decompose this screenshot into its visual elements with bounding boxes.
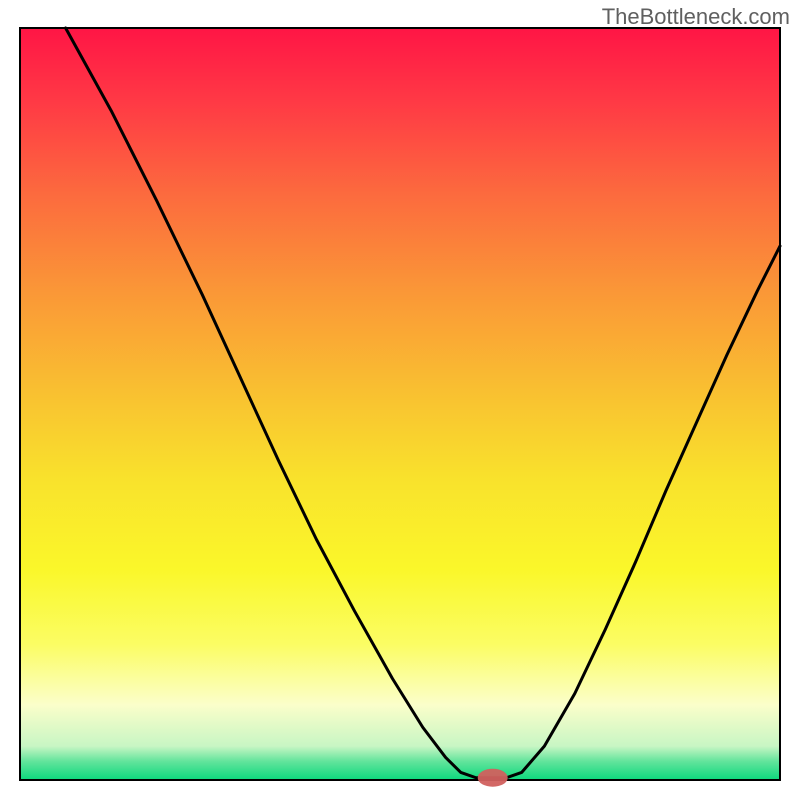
chart-container: TheBottleneck.com xyxy=(0,0,800,800)
optimal-marker xyxy=(478,769,508,787)
watermark-text: TheBottleneck.com xyxy=(602,4,790,30)
chart-background xyxy=(20,28,780,780)
bottleneck-chart xyxy=(0,0,800,800)
